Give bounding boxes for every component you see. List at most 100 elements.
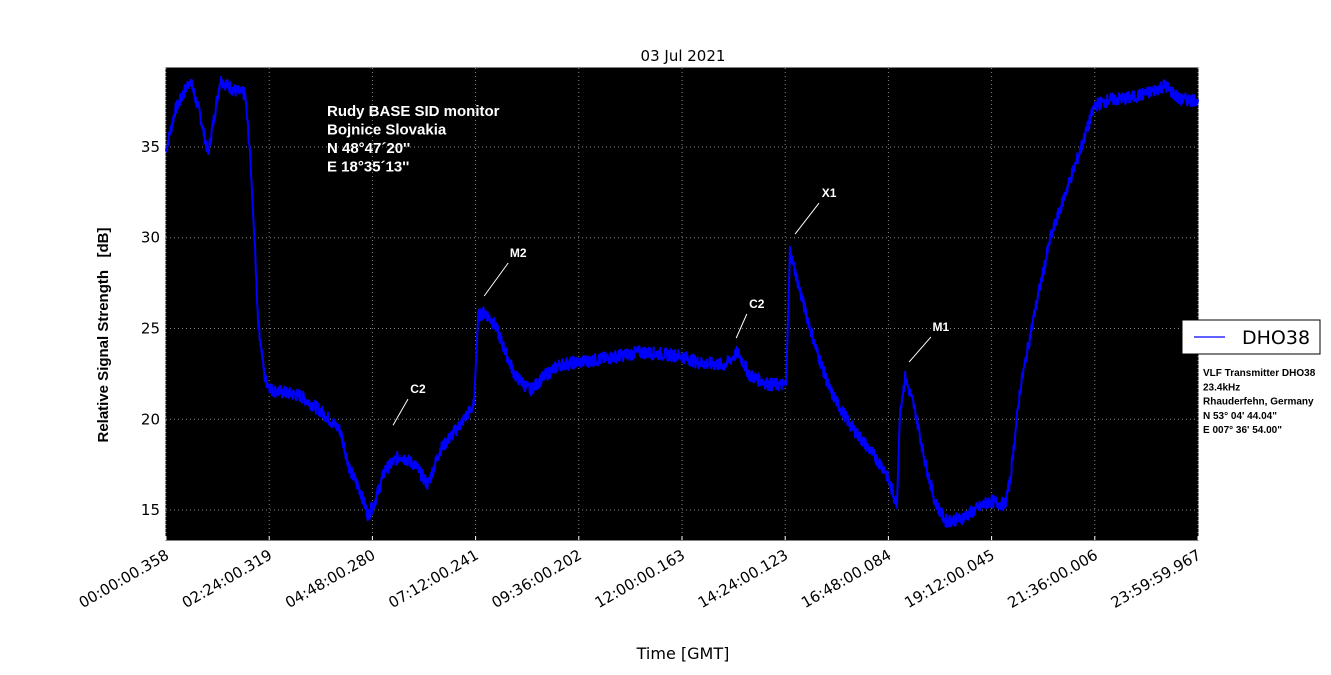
station-info-line: Rudy BASE SID monitor <box>327 103 500 120</box>
data-point <box>384 469 386 471</box>
data-point <box>257 318 259 321</box>
data-point <box>249 149 251 152</box>
data-point <box>339 429 341 431</box>
data-point <box>896 503 898 506</box>
x-axis: 00:00:00.358 02:24:00.319 04:48:00.280 07:1… <box>76 536 1204 612</box>
y-tick-label: 35 <box>141 138 160 156</box>
data-point <box>271 389 274 392</box>
y-axis-label: Relative Signal Strength [dB] <box>95 227 112 442</box>
annotations: C2 M2 C2 X1 M1 <box>392 186 950 426</box>
data-point <box>1004 503 1006 506</box>
data-point <box>494 324 496 326</box>
data-point <box>1179 98 1181 101</box>
data-point <box>165 149 167 152</box>
data-point <box>1009 480 1011 482</box>
data-point <box>299 394 301 397</box>
x-tick-label: 04:48:00.280 <box>282 546 378 612</box>
data-point <box>1129 97 1131 99</box>
data-point <box>427 483 429 486</box>
data-point <box>899 409 901 412</box>
data-point <box>769 383 771 386</box>
data-point <box>207 153 209 156</box>
legend: DHO38 <box>1181 319 1321 355</box>
data-point <box>367 514 369 517</box>
data-point <box>1019 389 1021 392</box>
y-tick-label: 30 <box>141 229 160 247</box>
x-tick-label: 14:24:00.123 <box>695 546 791 612</box>
data-point <box>974 509 976 511</box>
data-point <box>399 454 401 457</box>
transmitter-info-line: Rhauderfehn, Germany <box>1203 397 1314 408</box>
data-point <box>749 374 751 377</box>
x-axis-label: Time [GMT] <box>636 644 730 663</box>
data-point <box>544 374 546 377</box>
x-tick-label: 02:24:00.319 <box>179 546 275 612</box>
data-point <box>924 460 926 462</box>
transmitter-info-line: VLF Transmitter DHO38 <box>1203 368 1316 379</box>
data-point <box>414 463 416 466</box>
x-tick-label: 07:12:00.241 <box>385 546 481 612</box>
data-point <box>1197 98 1199 101</box>
chart-title: 03 Jul 2021 <box>641 47 726 65</box>
data-point <box>234 89 236 92</box>
data-point <box>737 351 739 353</box>
annotation-arrow <box>392 398 409 426</box>
data-point <box>1064 193 1066 195</box>
data-point <box>724 364 726 366</box>
station-info-line: Bojnice Slovakia <box>327 122 447 139</box>
data-point <box>679 354 681 357</box>
data-point <box>799 289 801 292</box>
data-point <box>869 449 871 451</box>
annotation-label: C2 <box>749 297 765 311</box>
data-point <box>559 364 561 366</box>
data-point <box>484 311 486 313</box>
y-tick-label: 20 <box>141 410 160 428</box>
data-point <box>1109 98 1111 101</box>
x-tick-label: 09:36:00.202 <box>489 546 585 612</box>
data-point <box>849 423 851 426</box>
annotation-label: C2 <box>410 382 426 396</box>
data-point <box>1079 149 1081 152</box>
data-point <box>254 249 256 252</box>
annotation-label: M2 <box>510 246 527 260</box>
series-layer <box>165 75 1199 528</box>
transmitter-info-line: N 53° 04' 44.04" <box>1203 411 1277 422</box>
data-point <box>1034 309 1036 312</box>
annotation-label: M1 <box>933 320 950 334</box>
data-point <box>174 109 176 112</box>
x-tick-label: 23:59:59.967 <box>1108 546 1204 612</box>
data-point <box>1164 84 1166 87</box>
data-point <box>599 358 601 361</box>
data-point <box>989 500 991 502</box>
data-point <box>1149 91 1151 94</box>
data-point <box>349 469 351 471</box>
data-point <box>504 349 506 352</box>
annotation-arrow <box>735 313 748 339</box>
annotation-label: X1 <box>822 186 837 200</box>
data-point <box>319 409 321 412</box>
data-point <box>374 500 376 502</box>
data-point <box>904 376 906 379</box>
data-point <box>199 113 201 116</box>
x-tick-label: 16:48:00.084 <box>798 546 894 612</box>
annotation-arrow <box>794 202 820 235</box>
legend-label-dho38: DHO38 <box>1242 327 1310 349</box>
grid-lines <box>165 68 1199 540</box>
data-point <box>477 315 479 317</box>
data-point <box>439 449 441 451</box>
data-point <box>514 374 516 377</box>
data-point <box>189 79 191 81</box>
y-tick-label: 25 <box>141 320 160 338</box>
x-tick-label: 19:12:00.045 <box>901 546 997 612</box>
data-point <box>244 93 246 96</box>
y-tick-label: 15 <box>141 501 160 519</box>
data-point <box>473 403 475 406</box>
transmitter-info-line: 23.4kHz <box>1203 382 1240 393</box>
data-point <box>529 389 532 392</box>
annotation-arrow <box>908 336 932 363</box>
data-point <box>914 409 916 412</box>
series-line-dho38 <box>165 75 1199 528</box>
data-point <box>264 378 266 381</box>
